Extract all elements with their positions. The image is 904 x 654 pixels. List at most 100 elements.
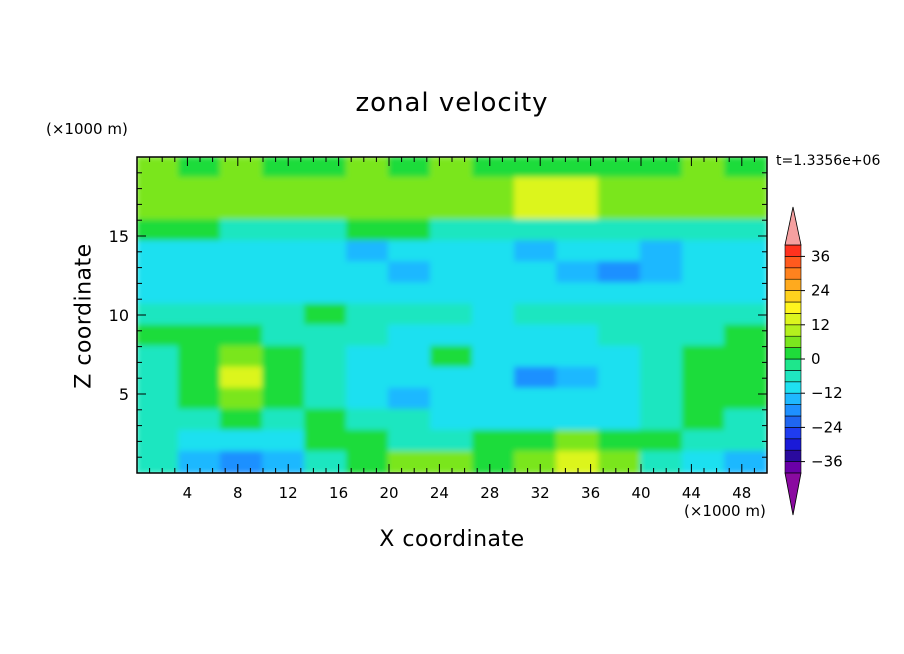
field-cell — [724, 240, 767, 264]
field-cell — [137, 177, 180, 201]
field-cell — [682, 198, 726, 222]
field-cell — [304, 450, 348, 473]
field-cell — [724, 450, 767, 473]
field-cell — [640, 240, 684, 264]
field-cell — [724, 408, 767, 432]
field-cell — [472, 219, 516, 243]
colorbar-swatch — [784, 449, 802, 462]
colorbar-swatch — [784, 461, 802, 474]
field-cell — [598, 324, 642, 348]
x-tick-label: 4 — [183, 484, 193, 502]
field-cell — [724, 177, 767, 201]
field-cell — [220, 240, 264, 264]
x-tick-label: 32 — [531, 484, 550, 502]
field-cell — [220, 429, 264, 453]
field-cell — [430, 282, 474, 306]
field-cell — [514, 345, 558, 369]
y-tick-label: 5 — [119, 385, 129, 404]
field-cell — [514, 157, 558, 180]
field-cell — [430, 387, 474, 411]
field-cell — [178, 366, 222, 390]
field-cell — [430, 345, 474, 369]
field-cell — [472, 345, 516, 369]
chart-title: zonal velocity — [355, 88, 549, 118]
colorbar-swatch — [784, 381, 802, 394]
field-cell — [346, 429, 390, 453]
field-cell — [514, 303, 558, 327]
field-cell — [178, 177, 222, 201]
field-cell — [304, 198, 348, 222]
field-cell — [304, 366, 348, 390]
colorbar-swatch — [784, 335, 802, 348]
field-cell — [304, 303, 348, 327]
field-cell — [262, 324, 306, 348]
colorbar-swatch — [784, 370, 802, 383]
colorbar-swatch — [784, 324, 802, 337]
x-tick-label: 16 — [329, 484, 348, 502]
field-cell — [472, 324, 516, 348]
field-cell — [640, 282, 684, 306]
field-cell — [346, 345, 390, 369]
field-cell — [514, 366, 558, 390]
field-cell — [724, 387, 767, 411]
field-cell — [472, 387, 516, 411]
field-cell — [514, 261, 558, 285]
field-cell — [304, 157, 348, 180]
field-cell — [472, 408, 516, 432]
field-cell — [304, 429, 348, 453]
field-cell — [556, 198, 600, 222]
field-cell — [137, 324, 180, 348]
field-cell — [220, 366, 264, 390]
field-cell — [430, 324, 474, 348]
x-tick-label: 28 — [480, 484, 499, 502]
field-cell — [682, 282, 726, 306]
field-cell — [262, 219, 306, 243]
field-cell — [640, 177, 684, 201]
colorbar-swatch — [784, 290, 802, 303]
y-axis-label: Z coordinate — [71, 243, 97, 389]
field-cell — [514, 387, 558, 411]
field-cell — [472, 450, 516, 473]
field-cell — [220, 177, 264, 201]
colorbar-swatch — [784, 438, 802, 451]
field-cell — [346, 366, 390, 390]
field-cell — [556, 177, 600, 201]
field-cell — [304, 282, 348, 306]
field-cell — [220, 324, 264, 348]
field-cell — [220, 387, 264, 411]
field-cell — [388, 366, 432, 390]
field-cell — [598, 157, 642, 180]
field-cell — [220, 157, 264, 180]
field-cell — [346, 219, 390, 243]
field-cell — [556, 450, 600, 473]
field-cell — [598, 261, 642, 285]
field-cell — [598, 429, 642, 453]
field-cell — [472, 198, 516, 222]
field-cell — [598, 387, 642, 411]
field-cell — [556, 261, 600, 285]
field-cell — [346, 387, 390, 411]
field-cell — [724, 324, 767, 348]
colorbar-swatch — [784, 256, 802, 269]
field-cell — [262, 198, 306, 222]
field-cell — [556, 387, 600, 411]
field-cell — [640, 157, 684, 180]
field-cell — [178, 408, 222, 432]
field-cell — [346, 324, 390, 348]
field-cell — [430, 408, 474, 432]
field-cell — [598, 240, 642, 264]
field-cell — [220, 450, 264, 473]
field-cell — [388, 324, 432, 348]
field-cell — [640, 261, 684, 285]
field-cell — [137, 240, 180, 264]
field-cell — [514, 240, 558, 264]
field-cell — [388, 450, 432, 473]
field-cell — [682, 408, 726, 432]
field-cell — [556, 429, 600, 453]
field-cell — [178, 450, 222, 473]
field-cell — [472, 303, 516, 327]
field-cell — [220, 408, 264, 432]
field-cell — [262, 157, 306, 180]
field-cell — [262, 303, 306, 327]
time-stamp: t=1.3356e+06 — [776, 153, 881, 169]
